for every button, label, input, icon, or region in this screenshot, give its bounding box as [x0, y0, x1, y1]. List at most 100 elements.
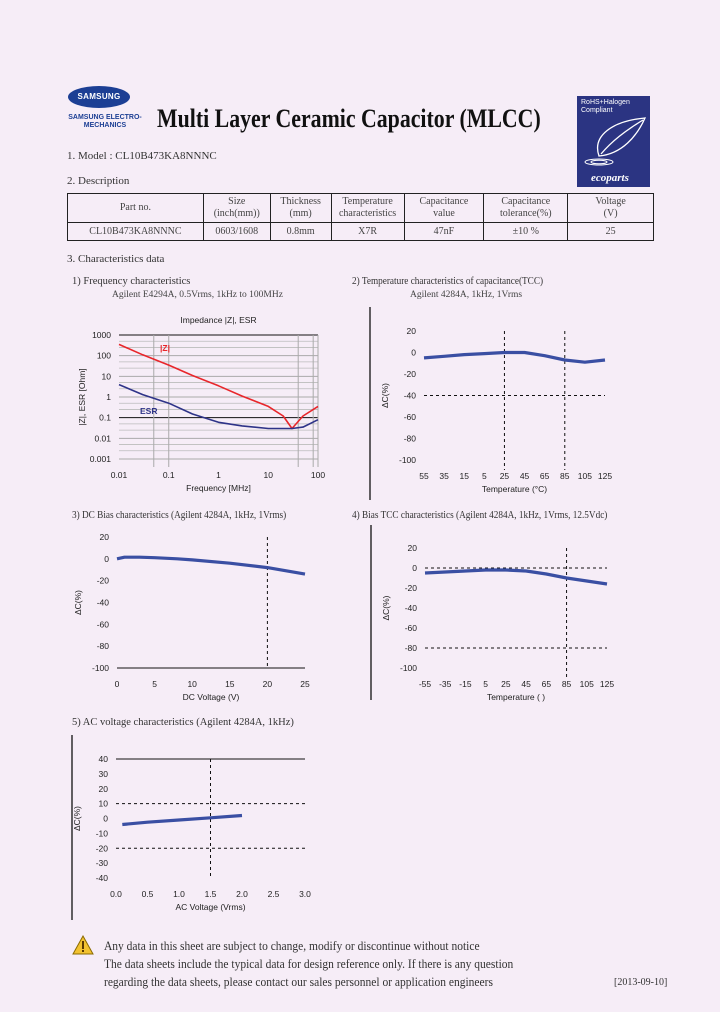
badge-brand: ecoparts	[591, 172, 629, 184]
x-tick-label: 0.01	[111, 470, 128, 480]
x-tick-label: 85	[562, 679, 572, 689]
table-cell: 25	[567, 222, 654, 241]
x-tick-label: 25	[500, 471, 510, 481]
column-header: Part no.	[67, 193, 204, 223]
x-tick-label: 45	[521, 679, 531, 689]
badge-line2: Compliant	[581, 107, 613, 114]
x-tick-label: 1	[216, 470, 221, 480]
y-tick-label: -40	[97, 598, 110, 608]
y-axis-label: |Z|, ESR [Ohm]	[77, 368, 87, 425]
table-header-row: Part no. Size (inch(mm)) Thickness (mm) Tempe…	[67, 193, 654, 223]
header-text: characteristics	[338, 208, 397, 219]
notice-line: regarding the data sheets, please contac…	[104, 975, 493, 989]
x-tick-label: 25	[300, 679, 310, 689]
series-line	[118, 383, 319, 430]
x-tick-label: 0.0	[110, 889, 122, 899]
header-text: value	[433, 208, 455, 219]
x-axis-label: Frequency [MHz]	[186, 483, 251, 493]
y-tick-label: -60	[404, 412, 417, 422]
chart5-heading: 5) AC voltage characteristics (Agilent 4…	[72, 717, 294, 728]
x-tick-label: 3.0	[299, 889, 311, 899]
y-tick-label: -80	[404, 434, 417, 444]
y-tick-label: 20	[407, 326, 417, 336]
y-tick-label: 1000	[92, 330, 111, 340]
notice-line: The data sheets include the typical data…	[104, 957, 514, 971]
x-tick-label: 125	[600, 679, 614, 689]
x-axis-label: DC Voltage (V)	[183, 692, 240, 702]
x-tick-label: 5	[483, 679, 488, 689]
header-text: Capacitance	[501, 196, 551, 207]
x-tick-label: 20	[263, 679, 273, 689]
header-text: Size	[228, 196, 246, 207]
chart-3: 20 0 -20 -40 -60 -80 -100 0 5 10 15 20 25 DC Voltage …	[73, 532, 310, 702]
column-header: Capacitance tolerance(%)	[483, 193, 569, 223]
x-tick-label: 125	[598, 471, 612, 481]
x-axis-label: Temperature ( )	[487, 692, 545, 702]
x-tick-label: 15	[459, 471, 469, 481]
y-tick-label: -40	[96, 873, 109, 883]
chart2-subheading: Agilent 4284A, 1kHz, 1Vrms	[410, 290, 523, 300]
y-tick-label: -20	[97, 576, 110, 586]
y-axis-label: ΔC(%)	[381, 595, 391, 620]
y-tick-label: 0	[412, 563, 417, 573]
description-heading: 2. Description	[67, 175, 130, 187]
series-line	[423, 350, 606, 364]
table-cell: X7R	[330, 222, 405, 241]
leaf-icon	[584, 117, 647, 166]
table-cell: 0603/1608	[202, 222, 271, 241]
y-tick-label: -40	[404, 391, 417, 401]
y-tick-label: -20	[96, 843, 109, 853]
header-text: (mm)	[289, 208, 312, 219]
series-label: ESR	[140, 406, 157, 416]
chart3-heading: 3) DC Bias characteristics (Agilent 4284…	[72, 510, 287, 521]
y-tick-label: -80	[97, 641, 110, 651]
y-tick-label: 10	[99, 799, 109, 809]
x-tick-label: 0	[115, 679, 120, 689]
y-tick-label: 30	[99, 769, 109, 779]
revision-date: [2013-09-10]	[614, 977, 668, 988]
y-tick-label: 20	[408, 543, 418, 553]
spec-table: Part no. Size (inch(mm)) Thickness (mm) Tempe…	[67, 193, 654, 241]
chart-title: Impedance |Z|, ESR	[180, 315, 256, 325]
column-header: Temperature characteristics	[330, 193, 405, 223]
x-tick-label: 105	[578, 471, 592, 481]
y-tick-label: 40	[99, 754, 109, 764]
logo-subtitle: SAMSUNG ELECTRO-MECHANICS	[68, 114, 142, 129]
logo-mark: SAMSUNG	[68, 86, 130, 108]
y-tick-label: 1	[106, 392, 111, 402]
samsung-logo: SAMSUNG SAMSUNG ELECTRO-MECHANICS	[66, 84, 144, 138]
y-tick-label: -30	[96, 858, 109, 868]
y-tick-label: 0	[411, 348, 416, 358]
table-cell: ±10 %	[483, 222, 569, 241]
x-tick-label: 0.5	[142, 889, 154, 899]
x-tick-label: 35	[439, 471, 449, 481]
x-tick-label: 55	[419, 471, 429, 481]
x-tick-label: 100	[311, 470, 325, 480]
y-tick-label: -100	[399, 455, 416, 465]
y-tick-label: 20	[99, 784, 109, 794]
header-text: tolerance(%)	[499, 208, 552, 219]
y-tick-label: 10	[102, 371, 112, 381]
y-tick-label: -60	[97, 619, 110, 629]
column-header: Thickness (mm)	[269, 193, 332, 223]
chart-1: Impedance |Z|, ESR 1000 100 10 1 0.1 0.01 0.001…	[77, 315, 325, 493]
x-tick-label: -35	[439, 679, 452, 689]
notice-line: Any data in this sheet are subject to ch…	[104, 939, 480, 953]
header-text: Temperature	[342, 196, 393, 207]
header-text: (inch(mm))	[213, 208, 260, 219]
x-axis-label: Temperature (°C)	[482, 484, 547, 494]
series-label: |Z|	[160, 343, 170, 353]
x-tick-label: 10	[187, 679, 197, 689]
warning-icon	[72, 935, 94, 955]
x-tick-label: 25	[501, 679, 511, 689]
chart1-subheading: Agilent E4294A, 0.5Vrms, 1kHz to 100MHz	[112, 290, 283, 300]
table-cell: 47nF	[403, 222, 485, 241]
chart-4: 20 0 -20 -40 -60 -80 -100-55 -35 -15 5 25 45 65 85 105…	[370, 525, 614, 702]
y-tick-label: -20	[404, 369, 417, 379]
x-tick-label: 1.0	[173, 889, 185, 899]
x-tick-label: 105	[580, 679, 594, 689]
y-tick-label: 0.01	[94, 433, 111, 443]
y-tick-label: -40	[405, 603, 418, 613]
